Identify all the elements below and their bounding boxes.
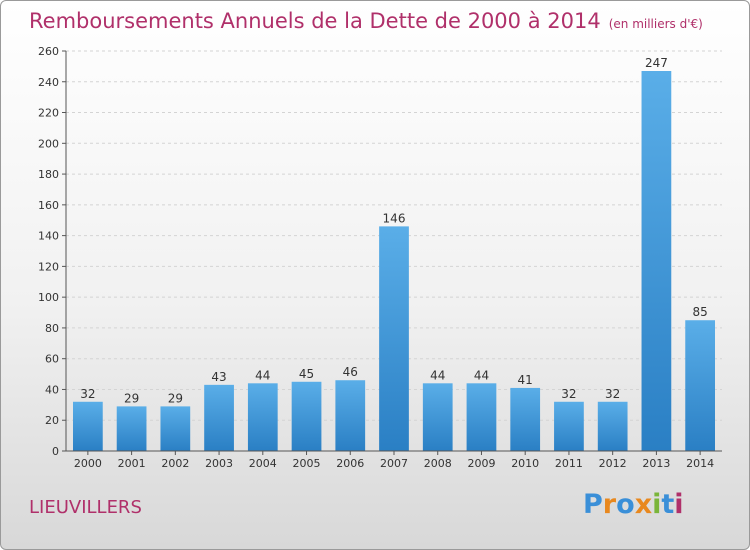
x-tick-label: 2003: [205, 457, 233, 470]
data-label: 46: [343, 365, 358, 379]
x-tick-label: 2014: [686, 457, 714, 470]
data-label: 45: [299, 367, 314, 381]
logo-letter: i: [674, 489, 684, 520]
y-tick-label: 200: [38, 137, 59, 150]
bar: [160, 406, 191, 451]
bar: [247, 383, 278, 451]
bar: [204, 384, 234, 451]
data-label: 32: [561, 387, 576, 401]
x-tick-label: 2002: [161, 457, 189, 470]
bar: [685, 320, 716, 451]
data-label: 41: [518, 373, 533, 387]
logo-letter: P: [583, 489, 603, 520]
bar: [641, 71, 672, 451]
location-name: LIEUVILLERS: [29, 497, 142, 518]
x-tick-label: 2013: [642, 457, 670, 470]
x-tick-label: 2007: [380, 457, 408, 470]
y-tick-label: 220: [38, 107, 59, 120]
y-tick-label: 120: [38, 260, 59, 273]
data-label: 44: [474, 368, 489, 382]
logo-letter: x: [634, 489, 653, 520]
y-tick-label: 80: [45, 322, 59, 335]
data-label: 247: [645, 56, 668, 70]
x-tick-label: 2004: [249, 457, 277, 470]
y-tick-label: 60: [45, 353, 59, 366]
y-tick-label: 0: [52, 445, 59, 458]
data-label: 29: [124, 391, 139, 405]
y-tick-label: 160: [38, 199, 59, 212]
data-label: 85: [692, 305, 707, 319]
y-tick-label: 20: [45, 414, 59, 427]
data-label: 44: [430, 368, 445, 382]
data-label: 146: [383, 211, 406, 225]
bar: [379, 226, 409, 451]
x-tick-label: 2001: [118, 457, 146, 470]
logo-letter: i: [652, 489, 662, 520]
bar: [554, 401, 584, 451]
chart-title-text: Remboursements Annuels de la Dette de 20…: [29, 9, 601, 33]
proxiti-logo: Proxiti: [583, 489, 684, 520]
y-tick-label: 260: [38, 45, 59, 58]
bars: 32 29 29 43 44 45 46 146 44 44 41 32 32 247 85: [72, 56, 716, 451]
chart-subtitle: (en milliers d'€): [608, 17, 703, 31]
bar: [72, 401, 103, 451]
data-label: 32: [80, 387, 95, 401]
x-tick-label: 2008: [424, 457, 452, 470]
y-tick-label: 180: [38, 168, 59, 181]
bar: [597, 401, 628, 451]
x-tick-label: 2010: [511, 457, 539, 470]
x-tick-label: 2009: [467, 457, 495, 470]
y-tick-label: 240: [38, 76, 59, 89]
y-tick-label: 40: [45, 383, 59, 396]
axes: 0 20 40 60 80 100 120 140 160 180 200 220 240 260 2000…: [38, 45, 722, 470]
logo-letter: t: [661, 489, 675, 520]
y-tick-label: 100: [38, 291, 59, 304]
bar: [335, 380, 366, 451]
bar: [291, 381, 322, 451]
bar: [116, 406, 147, 451]
logo-letter: r: [602, 489, 617, 520]
x-tick-label: 2011: [555, 457, 583, 470]
x-tick-label: 2005: [293, 457, 321, 470]
bar: [422, 383, 453, 451]
x-tick-label: 2006: [336, 457, 364, 470]
y-tick-label: 140: [38, 230, 59, 243]
x-tick-label: 2012: [599, 457, 627, 470]
x-tick-label: 2000: [74, 457, 102, 470]
data-label: 32: [605, 387, 620, 401]
logo-letter: o: [616, 489, 635, 520]
chart-title: Remboursements Annuels de la Dette de 20…: [29, 9, 703, 33]
data-label: 44: [255, 368, 270, 382]
bar: [466, 383, 497, 451]
data-label: 29: [168, 391, 183, 405]
bar: [510, 387, 541, 451]
data-label: 43: [211, 370, 226, 384]
